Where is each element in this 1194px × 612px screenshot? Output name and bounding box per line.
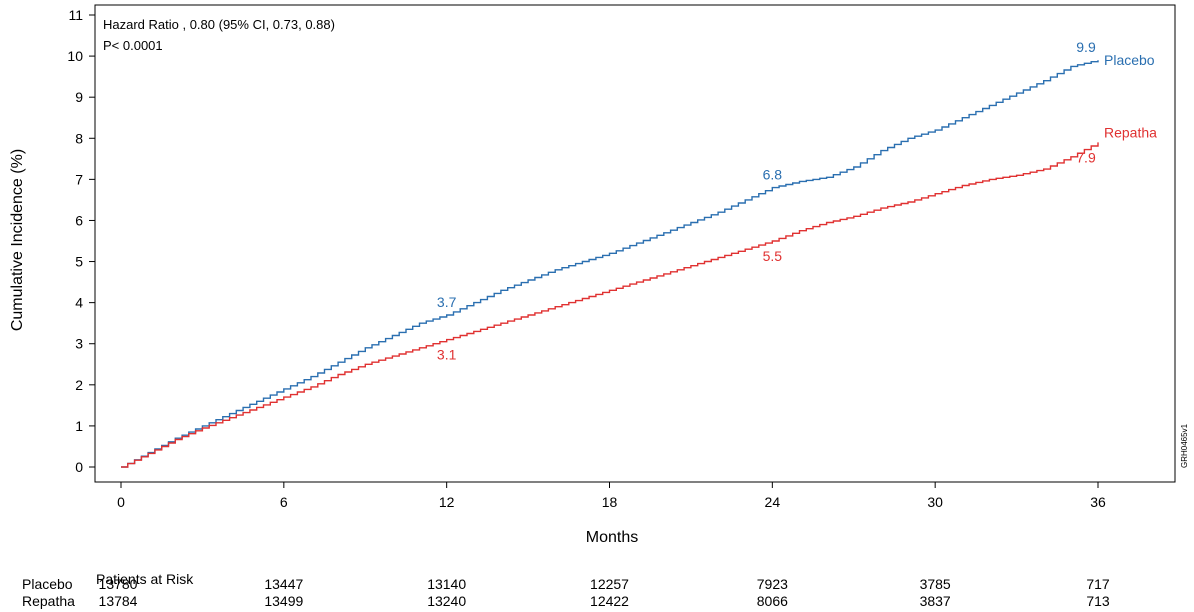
series-end-label-placebo: Placebo <box>1104 52 1155 68</box>
y-tick-label: 10 <box>67 48 83 64</box>
risk-value: 13140 <box>427 576 467 592</box>
series-end-label-repatha: Repatha <box>1104 124 1157 140</box>
figure-code: GRH0465v1 <box>1180 423 1189 468</box>
x-tick-label: 24 <box>765 494 781 510</box>
risk-value: 13240 <box>427 593 467 609</box>
y-axis-ticks: 0 1 2 3 4 5 6 7 8 9 10 11 <box>67 7 95 475</box>
y-tick-label: 5 <box>75 254 83 270</box>
y-axis-title: Cumulative Incidence (%) <box>9 149 26 331</box>
risk-value: 13780 <box>98 576 138 592</box>
point-label: 5.5 <box>763 248 783 264</box>
series-line-repatha <box>121 142 1099 468</box>
x-axis-title: Months <box>586 529 638 546</box>
x-tick-label: 12 <box>439 494 455 510</box>
risk-value: 13447 <box>264 576 304 592</box>
x-tick-label: 36 <box>1090 494 1106 510</box>
risk-value: 717 <box>1086 576 1110 592</box>
y-tick-label: 4 <box>75 295 83 311</box>
point-label: 3.7 <box>437 294 457 310</box>
risk-table-title: Patients at Risk <box>96 571 194 587</box>
y-tick-label: 6 <box>75 212 83 228</box>
y-tick-label: 0 <box>75 459 83 475</box>
point-label: 7.9 <box>1076 149 1096 165</box>
y-tick-label: 3 <box>75 336 83 352</box>
risk-row-label: Placebo <box>22 576 73 592</box>
y-tick-label: 2 <box>75 377 83 393</box>
axes-frame <box>94 4 1176 483</box>
x-axis-ticks: 0 6 12 18 24 30 36 <box>117 482 1106 510</box>
risk-value: 12257 <box>590 576 629 592</box>
risk-value: 713 <box>1086 593 1110 609</box>
y-tick-label: 1 <box>75 418 83 434</box>
risk-value: 13499 <box>264 593 304 609</box>
risk-value: 3785 <box>919 576 951 592</box>
series-line-placebo <box>121 60 1099 468</box>
point-label: 6.8 <box>763 167 783 183</box>
risk-value: 3837 <box>919 593 951 609</box>
point-label: 3.1 <box>437 347 457 363</box>
point-label: 9.9 <box>1076 39 1096 55</box>
plot-frame <box>94 4 1176 483</box>
x-tick-label: 30 <box>927 494 943 510</box>
risk-value: 13784 <box>98 593 138 609</box>
point-labels-group: 3.7 6.8 9.9 3.1 5.5 7.9 <box>437 39 1096 362</box>
y-tick-label: 8 <box>75 130 83 146</box>
y-tick-label: 11 <box>68 7 83 23</box>
hazard-ratio-annotation: Hazard Ratio , 0.80 (95% CI, 0.73, 0.88) <box>103 17 335 32</box>
y-tick-label: 7 <box>75 171 83 187</box>
y-tick-label: 9 <box>75 89 83 105</box>
risk-value: 8066 <box>756 593 788 609</box>
x-tick-label: 18 <box>602 494 618 510</box>
p-value-annotation: P< 0.0001 <box>103 38 163 53</box>
series-group: Placebo Repatha <box>121 52 1157 468</box>
risk-row-label: Repatha <box>22 593 75 609</box>
risk-value: 7923 <box>756 576 788 592</box>
risk-value: 12422 <box>590 593 629 609</box>
x-tick-label: 0 <box>117 494 125 510</box>
x-tick-label: 6 <box>280 494 288 510</box>
